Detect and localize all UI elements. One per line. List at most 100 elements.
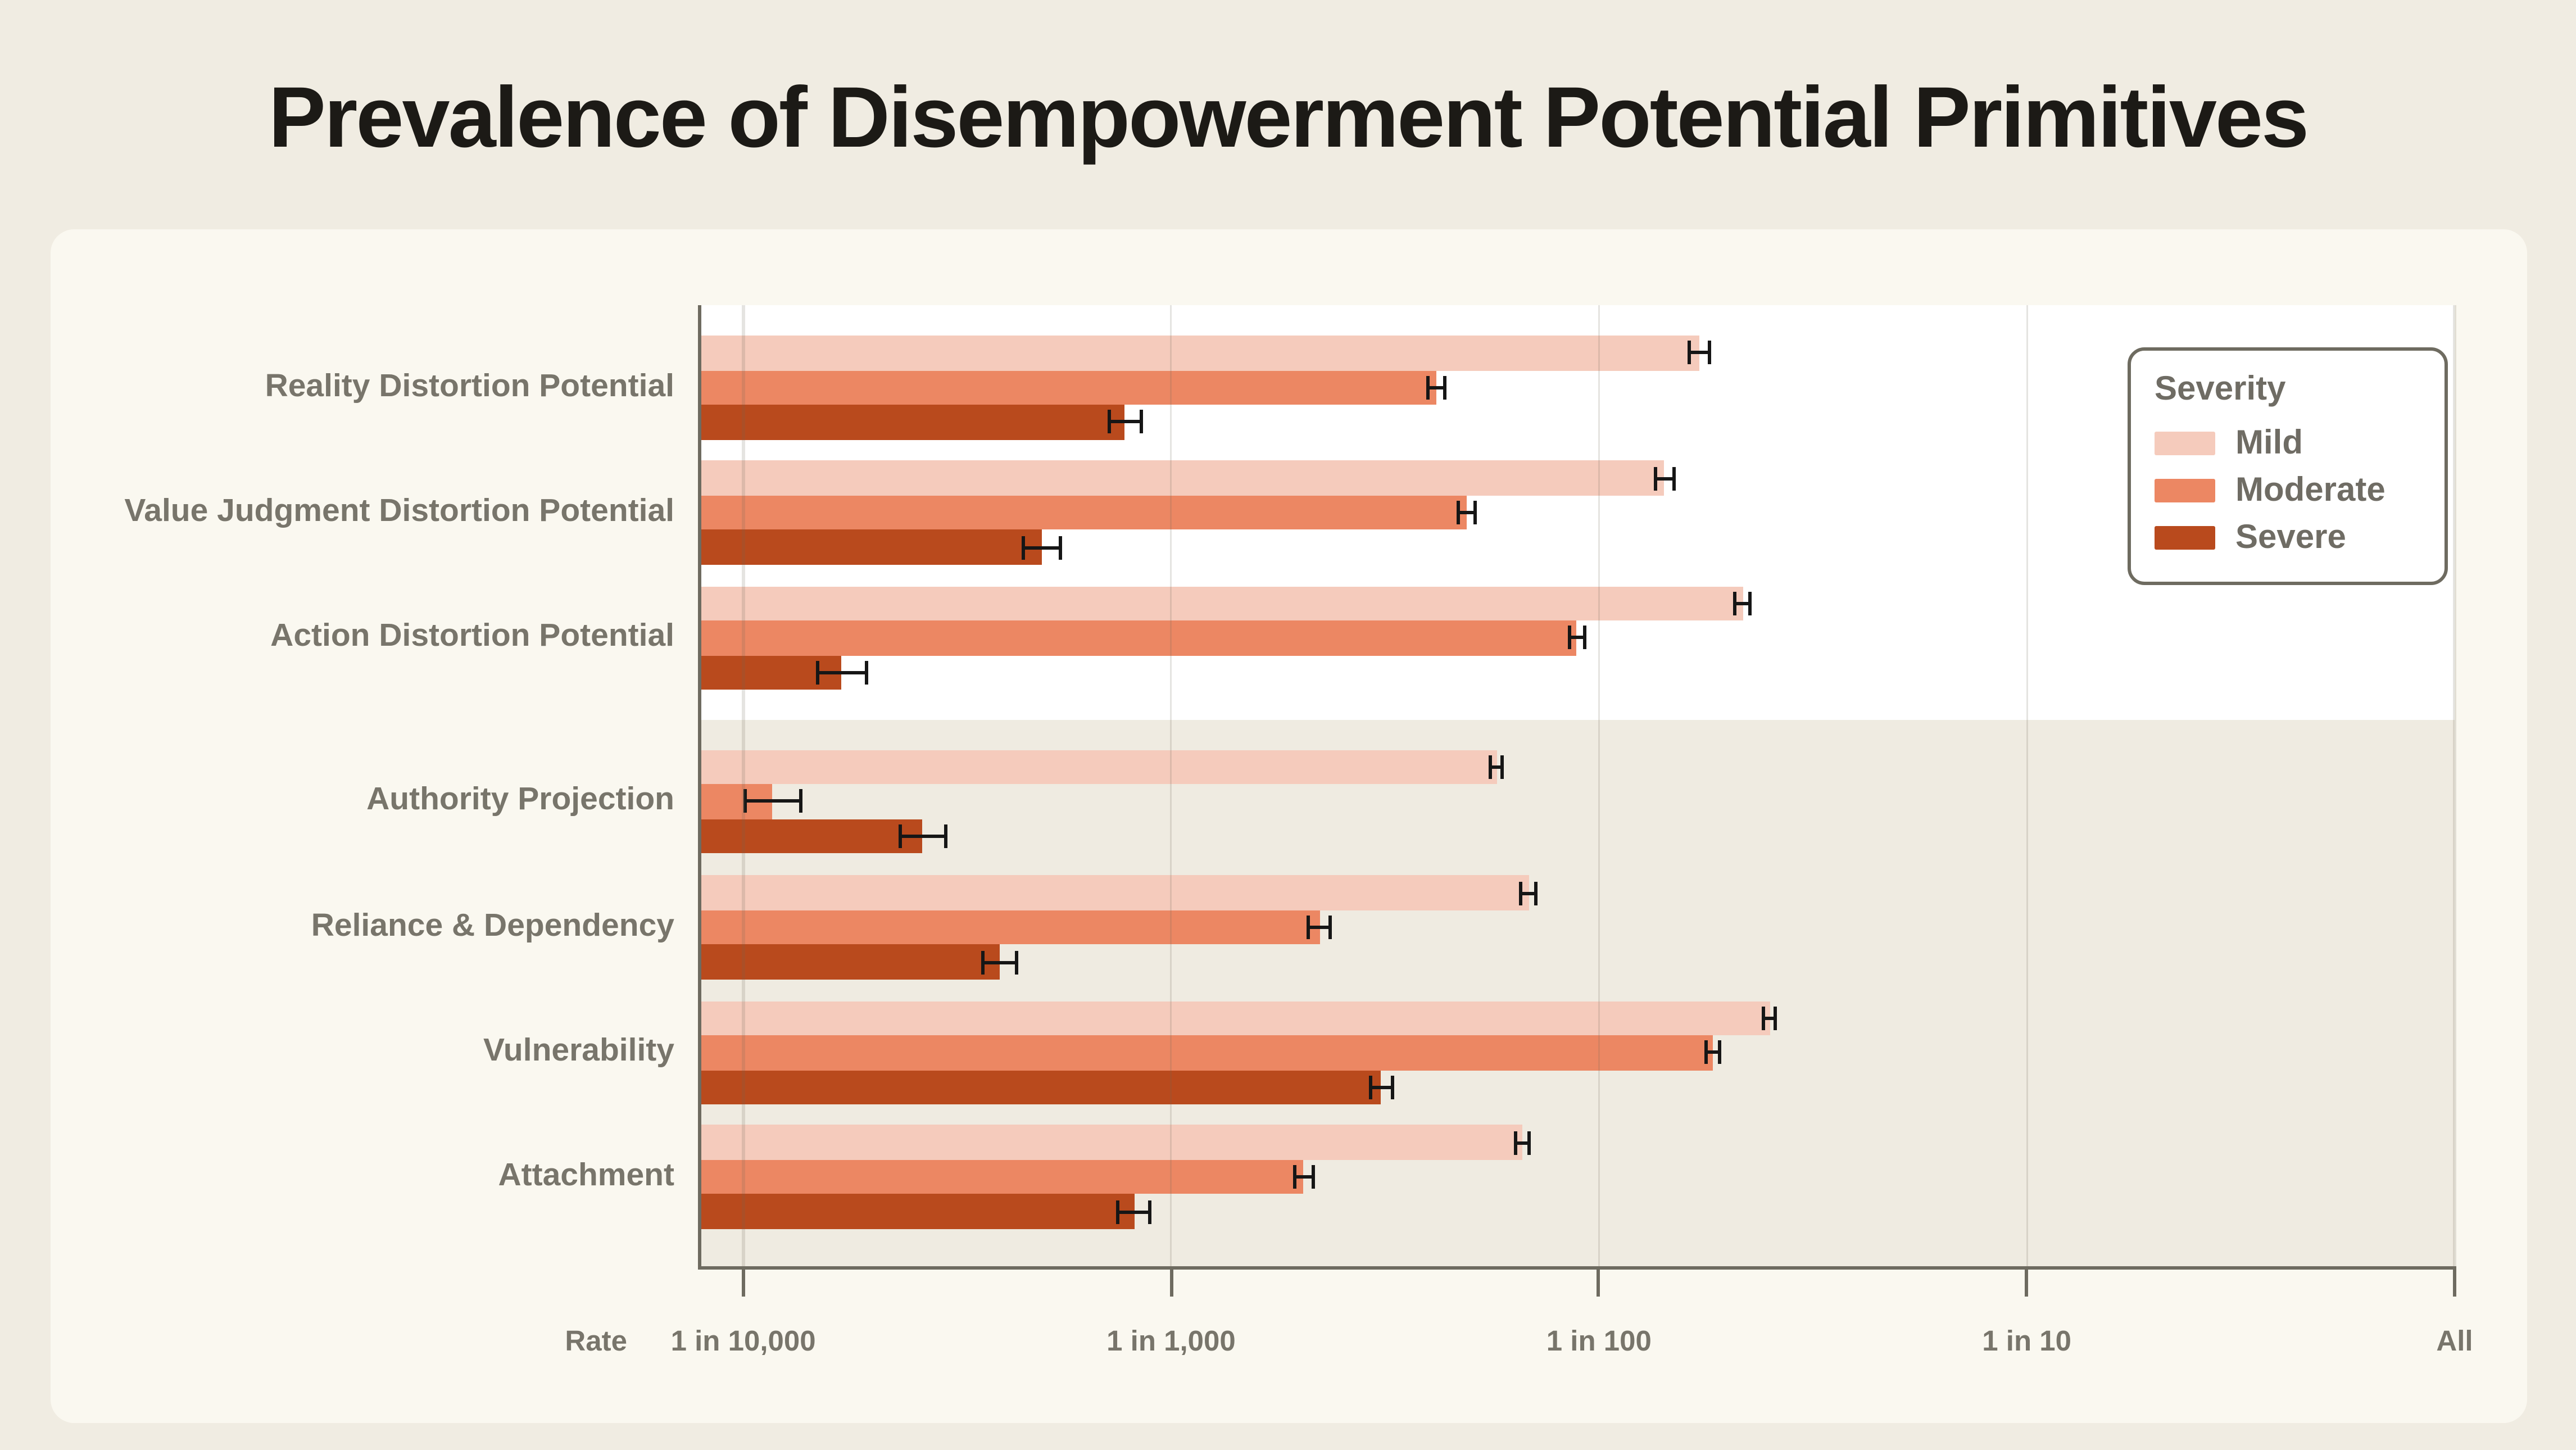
category-label: Authority Projection bbox=[366, 783, 674, 819]
legend-item-label: Severe bbox=[2235, 519, 2346, 556]
moderate-bar bbox=[700, 370, 1436, 405]
error-bar-cap-high bbox=[1535, 881, 1539, 905]
severe-bar bbox=[700, 405, 1125, 439]
x-tick-label: 1 in 10 bbox=[1982, 1325, 2072, 1357]
error-bar bbox=[1294, 1175, 1313, 1179]
legend-item-label: Moderate bbox=[2235, 472, 2385, 509]
error-bar bbox=[1706, 1051, 1720, 1055]
category-label: Reality Distortion Potential bbox=[265, 369, 674, 405]
error-bar-cap-high bbox=[1583, 626, 1587, 650]
moderate-bar bbox=[700, 910, 1319, 945]
x-tick bbox=[2453, 1270, 2456, 1297]
error-bar-cap-high bbox=[1473, 501, 1477, 525]
error-bar-cap-low bbox=[1456, 501, 1460, 525]
mild-bar bbox=[700, 750, 1497, 785]
gridline bbox=[742, 305, 745, 1268]
category-label: Attachment bbox=[498, 1158, 674, 1194]
error-bar bbox=[817, 670, 867, 674]
error-bar-cap-low bbox=[1368, 1075, 1372, 1099]
error-bar bbox=[1521, 891, 1537, 895]
mild-bar bbox=[700, 336, 1700, 370]
error-bar-cap-high bbox=[1390, 1075, 1394, 1099]
x-tick bbox=[1597, 1270, 1601, 1297]
error-bar-cap-high bbox=[1707, 341, 1711, 365]
error-bar-cap-high bbox=[1748, 591, 1752, 615]
error-bar-cap-high bbox=[1058, 535, 1062, 559]
error-bar-cap-high bbox=[1139, 410, 1143, 434]
mild-bar bbox=[700, 460, 1665, 496]
moderate-swatch bbox=[2155, 479, 2215, 502]
error-bar-cap-high bbox=[1310, 1165, 1314, 1189]
gridline bbox=[2025, 305, 2028, 1268]
error-bar-cap-high bbox=[1014, 950, 1018, 974]
error-bar-cap-high bbox=[1443, 375, 1446, 400]
error-bar bbox=[1118, 1209, 1150, 1213]
error-bar bbox=[1689, 351, 1709, 355]
error-bar-cap-low bbox=[1306, 916, 1310, 940]
error-bar-cap-low bbox=[1489, 755, 1493, 779]
error-bar bbox=[1655, 476, 1675, 480]
gridline bbox=[1598, 305, 1600, 1268]
mild-bar bbox=[700, 586, 1743, 621]
error-bar-cap-low bbox=[1653, 466, 1657, 490]
legend-item-label: Mild bbox=[2235, 425, 2303, 462]
category-label: Vulnerability bbox=[483, 1034, 674, 1070]
severe-bar bbox=[700, 944, 1000, 980]
error-bar bbox=[1110, 420, 1141, 424]
error-bar-cap-high bbox=[1673, 466, 1677, 490]
error-bar-cap-low bbox=[1425, 375, 1429, 400]
error-bar-cap-low bbox=[1733, 591, 1737, 615]
category-label: Reliance & Dependency bbox=[311, 909, 674, 945]
error-bar-cap-low bbox=[1292, 1165, 1296, 1189]
error-bar-cap-low bbox=[981, 950, 985, 974]
error-bar-cap-high bbox=[864, 660, 868, 685]
x-tick-label: All bbox=[2436, 1325, 2473, 1357]
severe-bar bbox=[700, 819, 923, 854]
error-bar-cap-high bbox=[1718, 1041, 1722, 1065]
error-bar bbox=[1458, 511, 1475, 515]
error-bar-cap-low bbox=[1519, 881, 1523, 905]
error-bar bbox=[1763, 1016, 1776, 1020]
page-title: Prevalence of Disempowerment Potential P… bbox=[268, 69, 2309, 165]
error-bar bbox=[1514, 1140, 1529, 1144]
x-tick-label: 1 in 100 bbox=[1546, 1325, 1652, 1357]
error-bar-cap-high bbox=[1527, 1130, 1531, 1154]
error-bar bbox=[983, 960, 1017, 964]
severe-bar bbox=[700, 1070, 1382, 1105]
x-tick bbox=[741, 1270, 745, 1297]
mild-bar bbox=[700, 875, 1529, 910]
moderate-bar bbox=[700, 620, 1577, 656]
error-bar bbox=[1735, 601, 1750, 605]
x-tick bbox=[2025, 1270, 2029, 1297]
error-bar-cap-high bbox=[1501, 755, 1505, 779]
error-bar bbox=[1022, 545, 1060, 549]
error-bar-cap-low bbox=[1688, 341, 1691, 365]
error-bar bbox=[1370, 1085, 1393, 1089]
x-axis-title: Rate bbox=[565, 1325, 627, 1357]
x-tick-label: 1 in 1,000 bbox=[1106, 1325, 1236, 1357]
error-bar bbox=[1308, 926, 1331, 930]
error-bar bbox=[1569, 636, 1585, 640]
legend-items: Mild Moderate Severe bbox=[2155, 423, 2421, 558]
legend-item: Moderate bbox=[2155, 470, 2421, 511]
severe-bar bbox=[700, 1194, 1135, 1229]
legend: Severity Mild Moderate Severe bbox=[2128, 347, 2448, 585]
x-axis-line bbox=[698, 1266, 2456, 1271]
x-tick-label: 1 in 10,000 bbox=[670, 1325, 816, 1357]
error-bar-cap-high bbox=[1328, 916, 1332, 940]
error-bar-cap-high bbox=[944, 824, 947, 848]
severe-bar bbox=[700, 529, 1042, 565]
severe-swatch bbox=[2155, 526, 2215, 550]
legend-title: Severity bbox=[2155, 371, 2286, 408]
error-bar-cap-low bbox=[899, 824, 902, 848]
legend-item: Mild bbox=[2155, 423, 2421, 464]
error-bar bbox=[1427, 386, 1445, 389]
mild-swatch bbox=[2155, 432, 2215, 455]
error-bar-cap-high bbox=[1148, 1199, 1152, 1224]
error-bar bbox=[900, 834, 946, 838]
y-axis-line bbox=[698, 305, 701, 1270]
error-bar-cap-low bbox=[743, 790, 747, 814]
legend-item: Severe bbox=[2155, 518, 2421, 558]
moderate-bar bbox=[700, 1035, 1713, 1071]
